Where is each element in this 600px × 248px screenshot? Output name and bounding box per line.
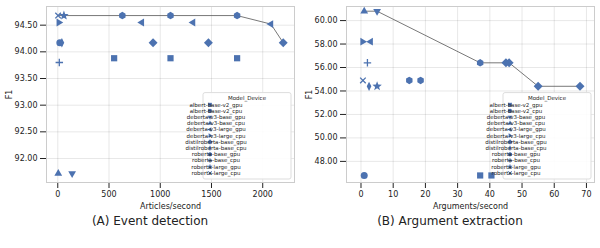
svg-text:56.00: 56.00 [315, 63, 338, 72]
svg-text:40: 40 [485, 190, 495, 199]
svg-text:deberta-v3-base_cpu: deberta-v3-base_cpu [487, 120, 545, 127]
svg-text:Model_Device: Model_Device [528, 95, 567, 102]
svg-text:distilroberta-base_cpu: distilroberta-base_cpu [185, 145, 247, 152]
svg-text:70: 70 [581, 190, 591, 199]
svg-text:94.50: 94.50 [15, 21, 38, 30]
svg-text:roberta-large_gpu: roberta-large_gpu [491, 163, 541, 170]
svg-text:roberta-base_cpu: roberta-base_cpu [492, 157, 540, 164]
html-text:(A) Event detection: (A) Event detection [91, 214, 209, 228]
svg-text:60: 60 [549, 190, 559, 199]
svg-text:roberta-base_gpu: roberta-base_gpu [191, 151, 241, 158]
svg-text:500: 500 [101, 190, 116, 199]
svg-text:50.00: 50.00 [315, 133, 338, 142]
svg-text:Arguments/second: Arguments/second [433, 202, 508, 211]
svg-text:deberta-v3-base_gpu: deberta-v3-base_gpu [186, 114, 246, 121]
svg-text:Articles/second: Articles/second [140, 202, 201, 211]
svg-text:roberta-base_cpu: roberta-base_cpu [192, 157, 240, 164]
svg-text:30: 30 [453, 190, 463, 199]
svg-text:albert-base-v2_cpu: albert-base-v2_cpu [189, 107, 243, 114]
svg-text:20: 20 [420, 190, 430, 199]
svg-text:deberta-v3-large_gpu: deberta-v3-large_gpu [486, 126, 546, 133]
svg-text:distilroberta-base_gpu: distilroberta-base_gpu [185, 138, 247, 145]
svg-text:2000: 2000 [253, 190, 273, 199]
svg-text:1000: 1000 [150, 190, 170, 199]
svg-text:0: 0 [55, 190, 60, 199]
svg-text:roberta-large_cpu: roberta-large_cpu [492, 170, 541, 177]
svg-text:roberta-large_cpu: roberta-large_cpu [192, 170, 241, 177]
svg-text:93.50: 93.50 [15, 74, 38, 83]
svg-text:10: 10 [388, 190, 398, 199]
svg-text:roberta-base_gpu: roberta-base_gpu [491, 151, 541, 158]
svg-text:distilroberta-base_gpu: distilroberta-base_gpu [485, 138, 547, 145]
svg-text:50: 50 [517, 190, 527, 199]
svg-text:deberta-v3-large_gpu: deberta-v3-large_gpu [186, 126, 246, 133]
svg-text:54.00: 54.00 [315, 87, 338, 96]
svg-text:deberta-v3-base_gpu: deberta-v3-base_gpu [486, 114, 546, 121]
svg-text:deberta-v3-large_cpu: deberta-v3-large_cpu [186, 132, 246, 139]
html-text:(B) Argument extraction: (B) Argument extraction [377, 214, 523, 228]
svg-text:deberta-v3-large_cpu: deberta-v3-large_cpu [486, 132, 546, 139]
svg-text:deberta-v3-base_cpu: deberta-v3-base_cpu [187, 120, 245, 127]
svg-text:52.00: 52.00 [315, 110, 338, 119]
svg-text:92.50: 92.50 [15, 127, 38, 136]
svg-text:F1: F1 [5, 90, 14, 100]
svg-text:48.00: 48.00 [315, 157, 338, 166]
svg-text:92.00: 92.00 [15, 154, 38, 163]
svg-text:1500: 1500 [201, 190, 221, 199]
svg-text:albert-base-v2_cpu: albert-base-v2_cpu [489, 107, 543, 114]
svg-text:93.00: 93.00 [15, 101, 38, 110]
svg-text:albert-base-v2_gpu: albert-base-v2_gpu [489, 101, 543, 108]
svg-text:Model_Device: Model_Device [228, 95, 267, 102]
svg-text:60.00: 60.00 [315, 16, 338, 25]
svg-text:58.00: 58.00 [315, 40, 338, 49]
svg-text:albert-base-v2_gpu: albert-base-v2_gpu [189, 101, 243, 108]
svg-text:F1: F1 [305, 90, 314, 100]
svg-text:roberta-large_gpu: roberta-large_gpu [191, 163, 241, 170]
svg-text:distilroberta-base_cpu: distilroberta-base_cpu [485, 145, 547, 152]
svg-text:0: 0 [358, 190, 363, 199]
svg-text:94.00: 94.00 [15, 47, 38, 56]
